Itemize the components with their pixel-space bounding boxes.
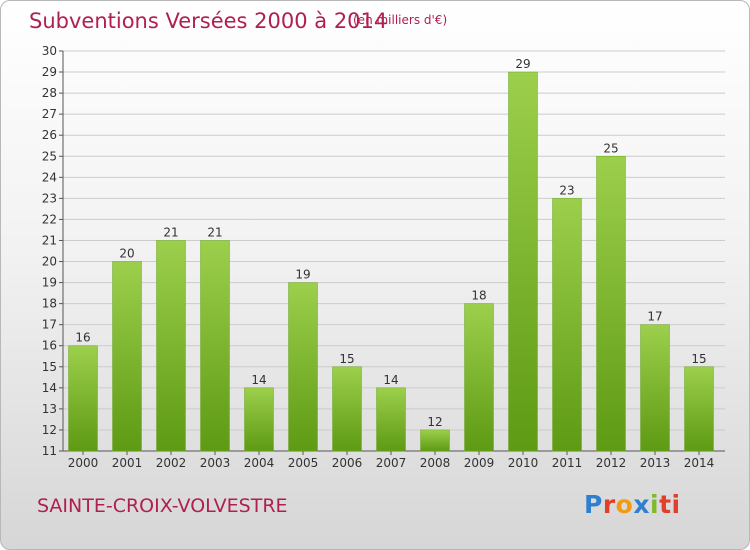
- logo-letter: x: [633, 490, 650, 519]
- y-tick-label: 14: [42, 381, 57, 395]
- data-label: 25: [603, 141, 618, 155]
- labels: 16 2000 20 2001 21 2002 21 2003 14 2004 19 2005 15 20…: [68, 57, 715, 470]
- y-tick-label: 24: [42, 170, 57, 184]
- y-tick-label: 16: [42, 339, 57, 353]
- y-tick-label: 11: [42, 444, 57, 458]
- y-tick-label: 22: [42, 212, 57, 226]
- bar: [508, 71, 538, 452]
- x-tick-label: 2007: [376, 456, 407, 470]
- x-tick-label: 2012: [596, 456, 627, 470]
- y-tick-label: 13: [42, 402, 57, 416]
- x-tick-label: 2011: [552, 456, 583, 470]
- data-label: 23: [559, 183, 574, 197]
- data-label: 19: [295, 268, 310, 282]
- x-tick-label: 2003: [200, 456, 231, 470]
- data-label: 18: [471, 289, 486, 303]
- bar: [332, 366, 362, 452]
- bar: [420, 429, 450, 452]
- logo-letter: i: [650, 490, 660, 519]
- data-label: 21: [163, 225, 178, 239]
- bar: [552, 198, 582, 452]
- x-tick-label: 2006: [332, 456, 363, 470]
- commune-name: SAINTE-CROIX-VOLVESTRE: [37, 495, 288, 517]
- x-tick-label: 2008: [420, 456, 451, 470]
- logo-letter: r: [602, 490, 616, 519]
- y-tick-label: 26: [42, 128, 57, 142]
- bars: [68, 71, 714, 452]
- bar: [640, 324, 670, 452]
- y-tick-label: 18: [42, 297, 57, 311]
- x-tick-label: 2005: [288, 456, 319, 470]
- axes: 11 12 13 14 15 16 17 18 19 20 21 22 23 24 25 26 27 28 29 30: [42, 44, 725, 458]
- data-label: 17: [647, 310, 662, 324]
- x-tick-label: 2004: [244, 456, 275, 470]
- bar: [244, 387, 274, 452]
- x-tick-label: 2000: [68, 456, 99, 470]
- data-label: 20: [119, 247, 134, 261]
- chart-title: Subventions Versées 2000 à 2014: [29, 9, 388, 33]
- y-tick-label: 25: [42, 149, 57, 163]
- bar: [376, 387, 406, 452]
- y-tick-label: 27: [42, 107, 57, 121]
- bar: [200, 240, 230, 452]
- data-label: 15: [691, 352, 706, 366]
- bar: [596, 156, 626, 452]
- x-tick-label: 2010: [508, 456, 539, 470]
- data-label: 15: [339, 352, 354, 366]
- bar: [684, 366, 714, 452]
- proxiti-logo: Proxiti: [584, 490, 681, 519]
- y-tick-label: 30: [42, 44, 57, 58]
- x-tick-label: 2002: [156, 456, 187, 470]
- x-tick-label: 2001: [112, 456, 143, 470]
- bar: [288, 282, 318, 452]
- bar: [464, 303, 494, 452]
- y-tick-label: 20: [42, 255, 57, 269]
- y-tick-label: 21: [42, 233, 57, 247]
- data-label: 21: [207, 225, 222, 239]
- y-tick-label: 28: [42, 86, 57, 100]
- y-tick-label: 17: [42, 318, 57, 332]
- x-tick-label: 2014: [684, 456, 715, 470]
- x-tick-label: 2009: [464, 456, 495, 470]
- logo-letter: o: [615, 490, 634, 519]
- data-label: 16: [75, 331, 90, 345]
- logo-letter: P: [584, 490, 603, 519]
- bar: [156, 240, 186, 452]
- y-tick-label: 29: [42, 65, 57, 79]
- x-tick-label: 2013: [640, 456, 671, 470]
- unit-label: (en milliers d'€): [353, 13, 448, 27]
- data-label: 12: [427, 415, 442, 429]
- data-label: 29: [515, 57, 530, 71]
- y-tick-label: 19: [42, 276, 57, 290]
- y-tick-label: 23: [42, 191, 57, 205]
- y-tick-label: 15: [42, 360, 57, 374]
- bar: [68, 345, 98, 452]
- y-tick-label: 12: [42, 423, 57, 437]
- data-label: 14: [251, 373, 266, 387]
- bar: [112, 261, 142, 452]
- data-label: 14: [383, 373, 398, 387]
- logo-letter: ti: [659, 490, 681, 519]
